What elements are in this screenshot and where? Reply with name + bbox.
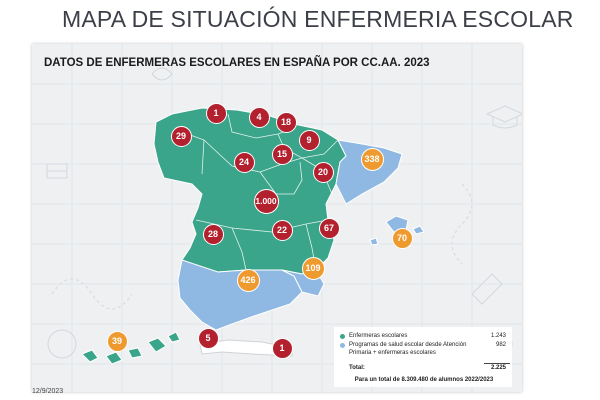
legend-box: Enfermeras escolares 1.243 Programas de … [334,327,512,387]
legend-dot-enfermeras [340,334,345,339]
legend-value: 982 [495,342,506,348]
marker-madrid: 1.000 [253,188,279,214]
marker-navarra: 9 [298,129,320,151]
marker-ceuta: 5 [197,327,219,349]
marker-pais-vasco: 18 [275,111,297,133]
marker-baleares: 70 [391,227,413,249]
marker-castilla-la-mancha: 22 [271,219,293,241]
marker-cantabria: 4 [248,106,270,128]
spain-map [81,107,425,365]
marker-castilla-y-leon: 24 [233,151,255,173]
slide-date: 12/9/2023 [32,388,64,395]
legend-row-total: Total: 2.225 [349,365,506,373]
marker-comunidad-valenciana: 67 [318,217,340,239]
marker-la-rioja: 15 [271,143,293,165]
footnote: Para un total de 8.309.480 de alumnos 20… [354,377,494,383]
marker-murcia: 109 [301,256,325,280]
marker-canarias: 39 [106,330,128,352]
andalucia-region [177,259,303,331]
marker-asturias: 1 [205,102,227,124]
marker-aragon: 20 [312,161,334,183]
ceuta-melilla-coast [199,339,293,357]
cataluna-region [335,139,403,205]
marker-galicia: 29 [170,125,192,147]
legend-value: 1.243 [490,333,506,339]
legend-label: Enfermeras escolares [349,333,408,339]
legend-label: Programas de salud escolar desde Atenció… [349,342,467,356]
canarias-region [81,331,181,365]
marker-andalucia: 426 [236,268,260,292]
marker-melilla: 1 [271,337,293,359]
legend-divider [484,363,510,364]
marker-cataluna: 338 [360,147,384,171]
map-title: DATOS DE ENFERMERAS ESCOLARES EN ESPAÑA … [44,57,430,69]
legend-dot-programas [340,343,345,348]
map-card: DATOS DE ENFERMERAS ESCOLARES EN ESPAÑA … [32,44,522,392]
slide-title: MAPA DE SITUACIÓN ENFERMERIA ESCOLAR [62,6,574,32]
legend-total-label: Total: [349,365,365,371]
marker-extremadura: 28 [202,223,224,245]
legend-total-value: 2.225 [490,365,506,371]
legend-row-programas: Programas de salud escolar desde Atenció… [340,342,506,357]
legend-row-enfermeras: Enfermeras escolares 1.243 [340,333,506,341]
